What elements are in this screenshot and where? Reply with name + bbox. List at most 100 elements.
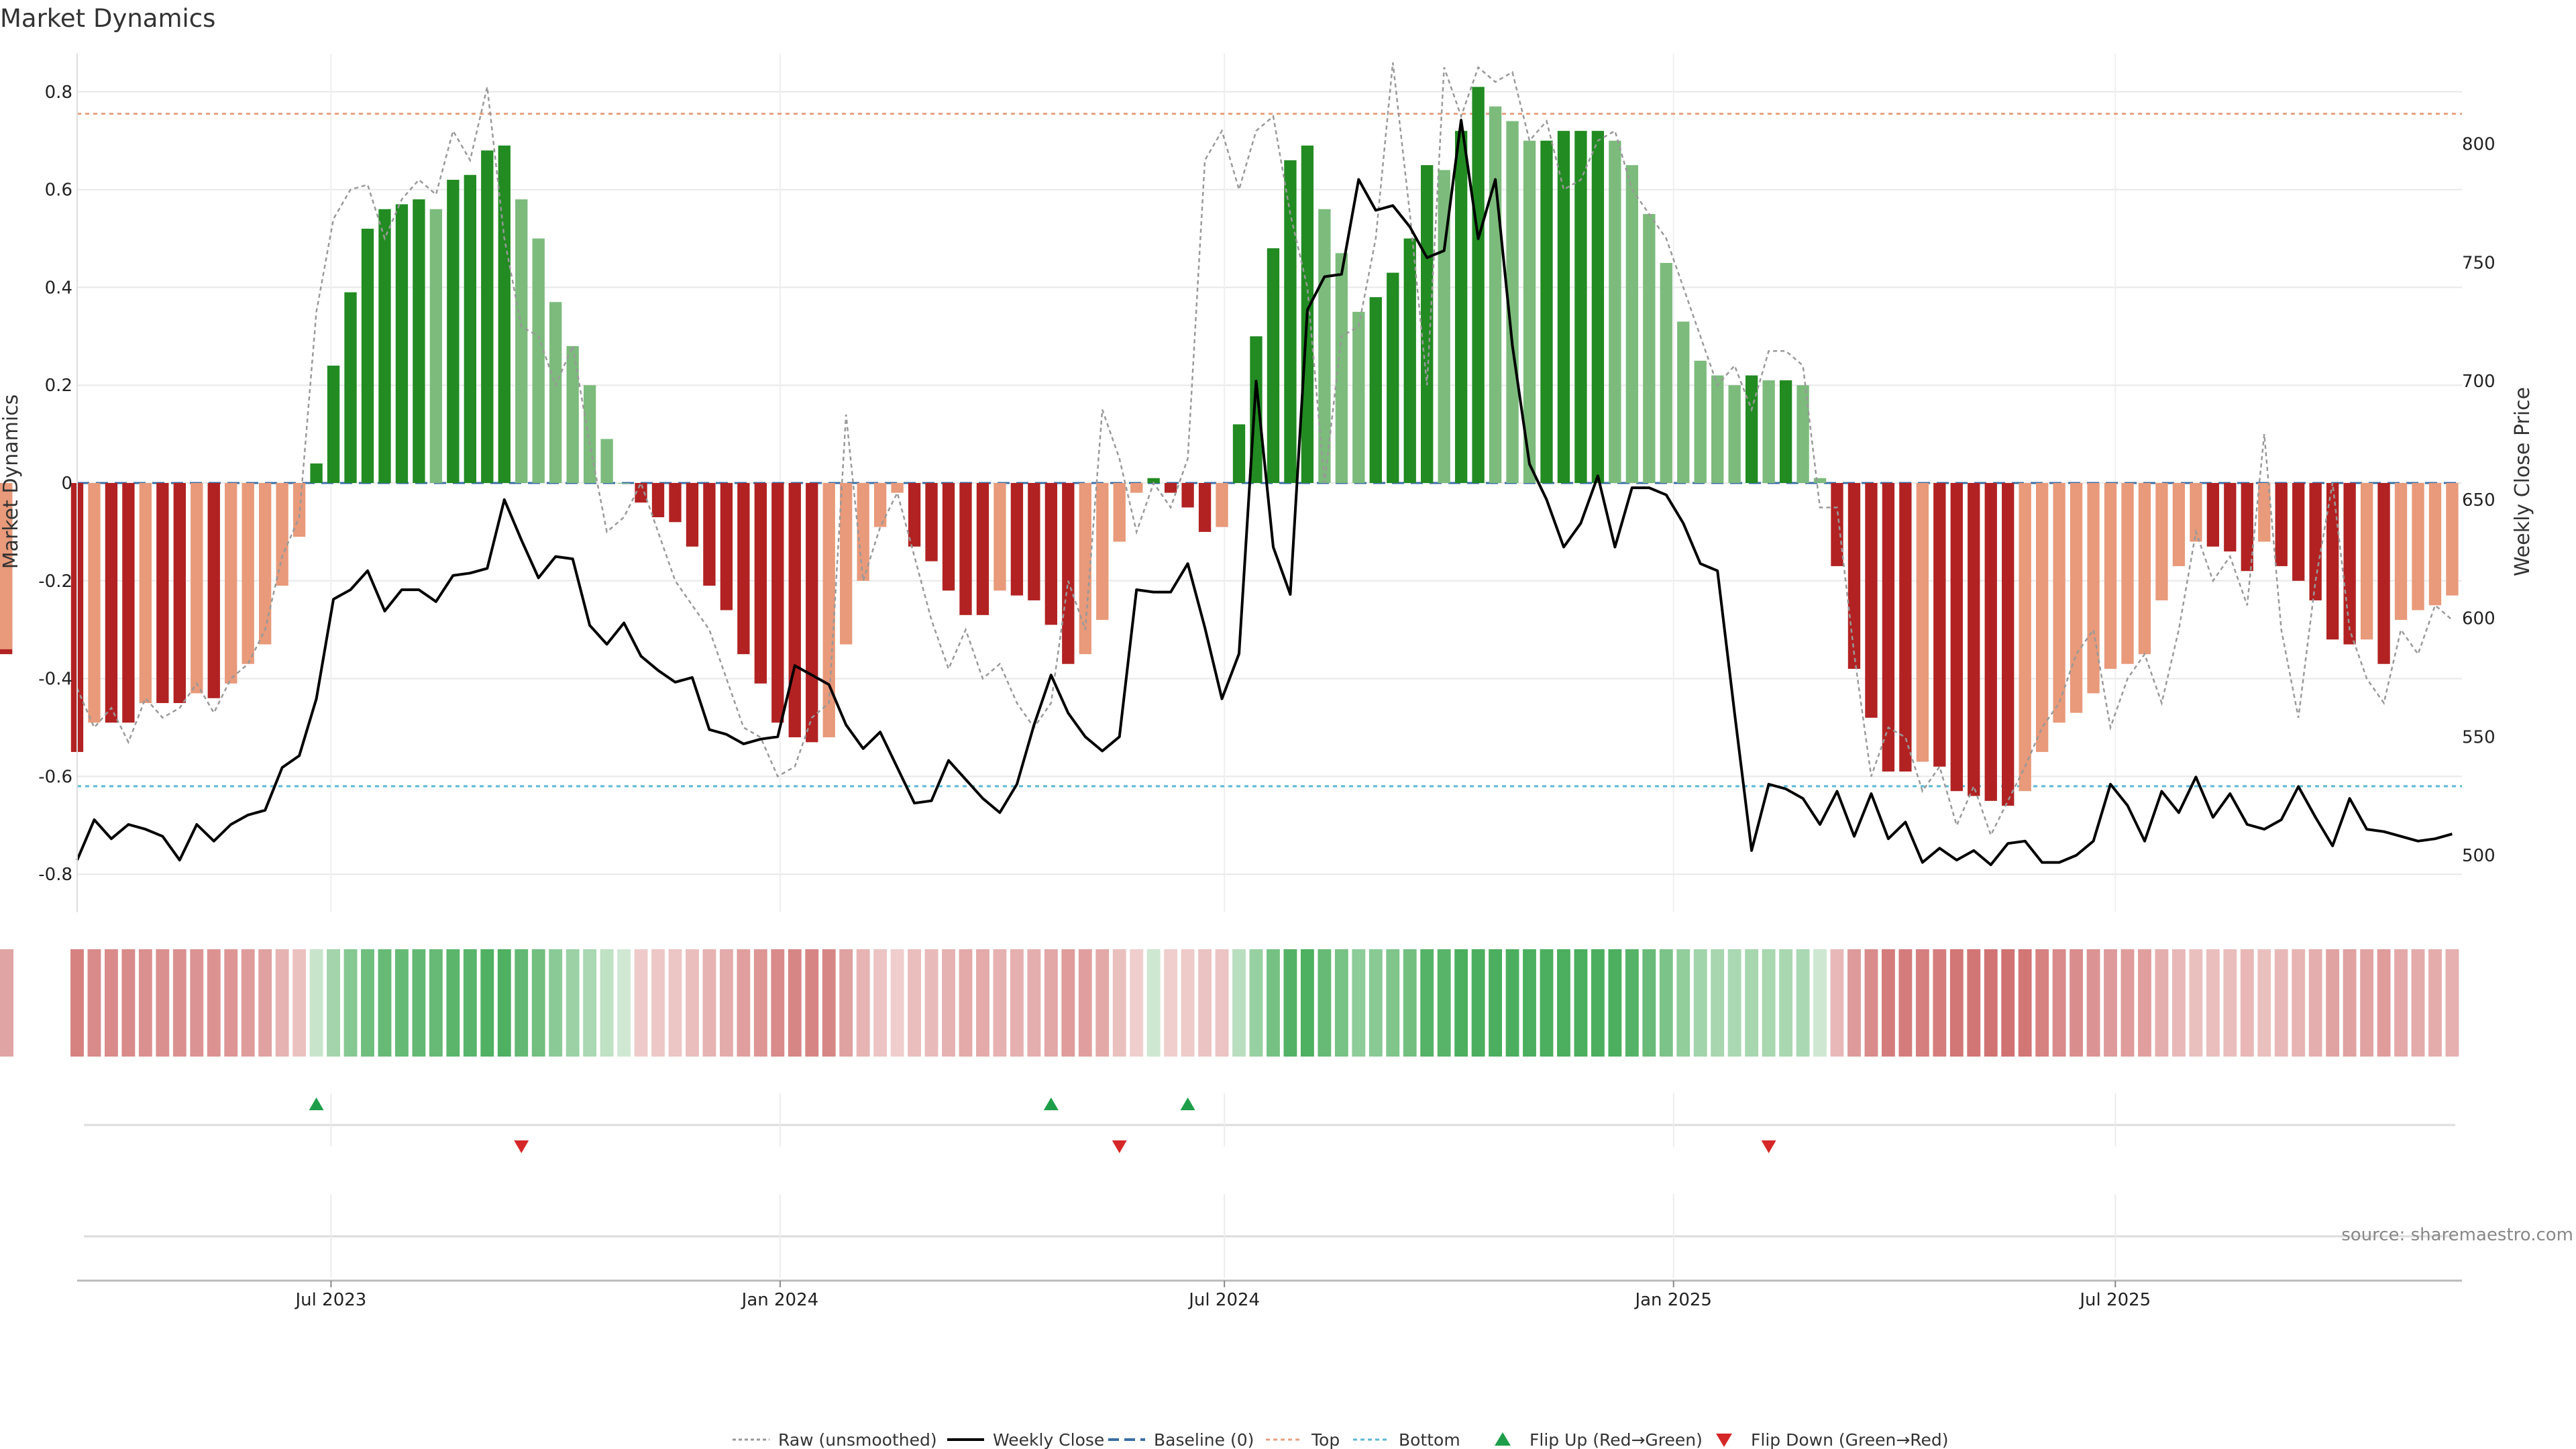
regime-cell bbox=[1352, 949, 1366, 1057]
momentum-bar bbox=[2258, 483, 2271, 542]
regime-cell bbox=[2001, 949, 2015, 1057]
flip-down-marker bbox=[514, 1140, 529, 1153]
y-tick-label: -0.8 bbox=[38, 865, 72, 885]
momentum-bar bbox=[1523, 140, 1536, 483]
regime-cell bbox=[1267, 949, 1280, 1057]
momentum-bar bbox=[1028, 483, 1040, 600]
regime-cell bbox=[1403, 949, 1417, 1057]
regime-cell bbox=[2206, 949, 2220, 1057]
regime-cell bbox=[719, 949, 733, 1057]
regime-cell bbox=[361, 949, 374, 1057]
momentum-bar bbox=[2138, 483, 2151, 655]
momentum-bar bbox=[2172, 483, 2186, 566]
y-tick-label: -0.4 bbox=[38, 669, 72, 690]
regime-cell bbox=[224, 949, 238, 1057]
momentum-bar bbox=[942, 483, 955, 591]
momentum-bar bbox=[191, 483, 203, 694]
y2-tick-label: 750 bbox=[2462, 253, 2496, 273]
regime-cell bbox=[429, 949, 443, 1057]
regime-cell bbox=[1625, 949, 1639, 1057]
regime-cell bbox=[190, 949, 204, 1057]
momentum-bar bbox=[88, 483, 101, 723]
momentum-bar bbox=[1643, 214, 1656, 483]
regime-cell bbox=[1949, 949, 1964, 1057]
momentum-bar bbox=[1147, 478, 1160, 483]
regime-cell bbox=[1745, 949, 1759, 1057]
momentum-bar bbox=[600, 439, 613, 483]
momentum-bar bbox=[1506, 121, 1519, 484]
regime-cell bbox=[531, 949, 545, 1057]
x-tick-label: Jul 2025 bbox=[2078, 1290, 2151, 1310]
legend-item-flipdown: Flip Down (Green→Red) bbox=[1716, 1430, 1949, 1449]
momentum-bar bbox=[2292, 483, 2305, 581]
regime-cell bbox=[497, 949, 511, 1057]
regime-cell bbox=[959, 949, 973, 1057]
momentum-bar bbox=[2190, 483, 2202, 542]
momentum-bar bbox=[1865, 483, 1878, 718]
regime-cell bbox=[1881, 949, 1895, 1057]
momentum-bar bbox=[1899, 483, 1912, 772]
regime-cell bbox=[1864, 949, 1878, 1057]
momentum-bar bbox=[1318, 209, 1331, 483]
momentum-bar bbox=[1540, 140, 1553, 483]
legend-label: Top bbox=[1311, 1430, 1340, 1449]
momentum-bar bbox=[686, 483, 699, 547]
momentum-bar bbox=[1062, 483, 1075, 664]
legend-item-baseline: Baseline (0) bbox=[1108, 1430, 1254, 1449]
momentum-bar bbox=[2224, 483, 2237, 552]
regime-cell bbox=[309, 949, 323, 1057]
y-tick-label: 0 bbox=[61, 474, 72, 494]
momentum-bar bbox=[259, 483, 272, 645]
x-tick-label: Jan 2024 bbox=[741, 1290, 819, 1310]
regime-cell bbox=[275, 949, 289, 1057]
momentum-bar bbox=[1779, 380, 1792, 483]
regime-cell bbox=[583, 949, 597, 1057]
flip-up-marker bbox=[1043, 1097, 1059, 1110]
momentum-bar bbox=[1472, 87, 1485, 483]
regime-cell bbox=[1368, 949, 1383, 1057]
momentum-bar bbox=[1387, 272, 1399, 483]
regime-cell bbox=[87, 949, 101, 1057]
momentum-bar bbox=[1216, 483, 1228, 527]
regime-cell bbox=[993, 949, 1007, 1057]
momentum-bar bbox=[1968, 483, 1980, 796]
momentum-bar bbox=[1984, 483, 1997, 801]
regime-cell bbox=[805, 949, 819, 1057]
flip-down-marker bbox=[1112, 1140, 1127, 1153]
momentum-bar bbox=[1882, 483, 1895, 772]
y-tick-label: 0.8 bbox=[45, 83, 72, 103]
momentum-bar bbox=[840, 483, 853, 645]
regime-cell bbox=[668, 949, 682, 1057]
momentum-bar bbox=[447, 180, 460, 483]
momentum-bar bbox=[2309, 483, 2322, 600]
momentum-bar bbox=[429, 209, 443, 483]
close-line-layer bbox=[76, 119, 2453, 867]
momentum-bar bbox=[2428, 483, 2442, 606]
regime-cell bbox=[2155, 949, 2169, 1057]
regime-cell bbox=[1779, 949, 1793, 1057]
momentum-bar bbox=[2326, 483, 2339, 640]
momentum-bar bbox=[1164, 483, 1177, 493]
regime-cell bbox=[1693, 949, 1707, 1057]
regime-cell bbox=[121, 949, 136, 1057]
momentum-bar bbox=[891, 483, 904, 493]
y2-tick-label: 600 bbox=[2462, 609, 2496, 629]
regime-cell bbox=[241, 949, 255, 1057]
momentum-bar bbox=[532, 238, 545, 483]
y2-tick-label: 650 bbox=[2462, 490, 2496, 511]
momentum-bar bbox=[1232, 424, 1246, 483]
momentum-bar bbox=[2087, 483, 2100, 694]
momentum-bar bbox=[0, 483, 13, 635]
momentum-bar bbox=[241, 483, 254, 664]
momentum-bar bbox=[2070, 483, 2083, 713]
momentum-bar bbox=[1403, 238, 1416, 483]
momentum-bar bbox=[1079, 483, 1091, 655]
momentum-bar bbox=[806, 483, 818, 743]
regime-cell bbox=[1642, 949, 1656, 1057]
regime-cell bbox=[463, 949, 477, 1057]
regime-cell bbox=[549, 949, 563, 1057]
flip-up-marker bbox=[309, 1097, 324, 1110]
momentum-bar bbox=[1454, 131, 1468, 483]
regime-cell bbox=[737, 949, 751, 1057]
